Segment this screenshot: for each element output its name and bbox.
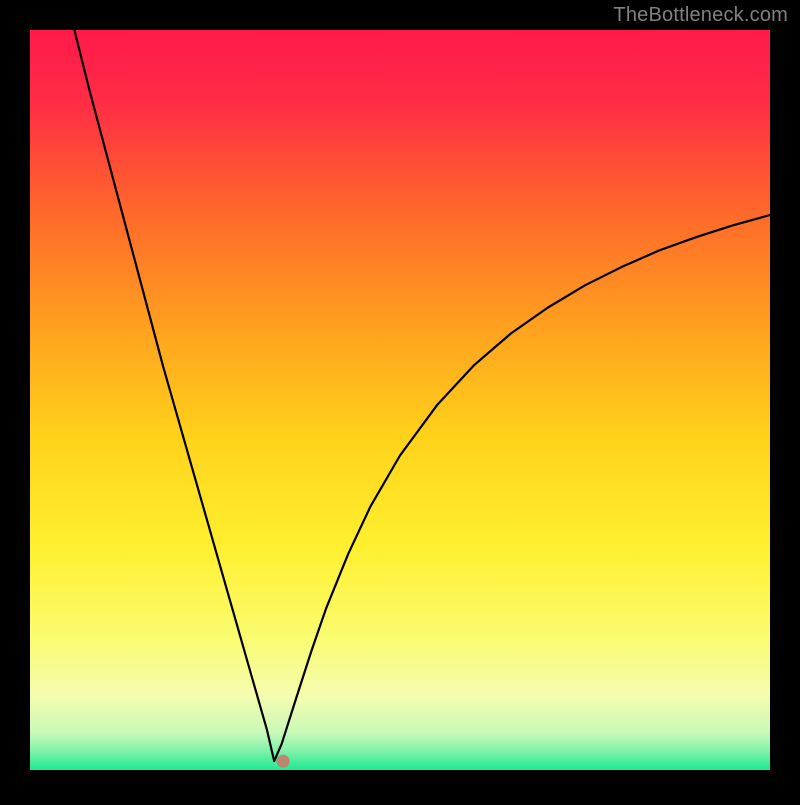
optimal-point-marker [277,755,290,768]
watermark-text: TheBottleneck.com [613,4,788,27]
gradient-background [30,30,770,770]
chart-svg [0,0,800,800]
bottleneck-chart [0,0,800,800]
